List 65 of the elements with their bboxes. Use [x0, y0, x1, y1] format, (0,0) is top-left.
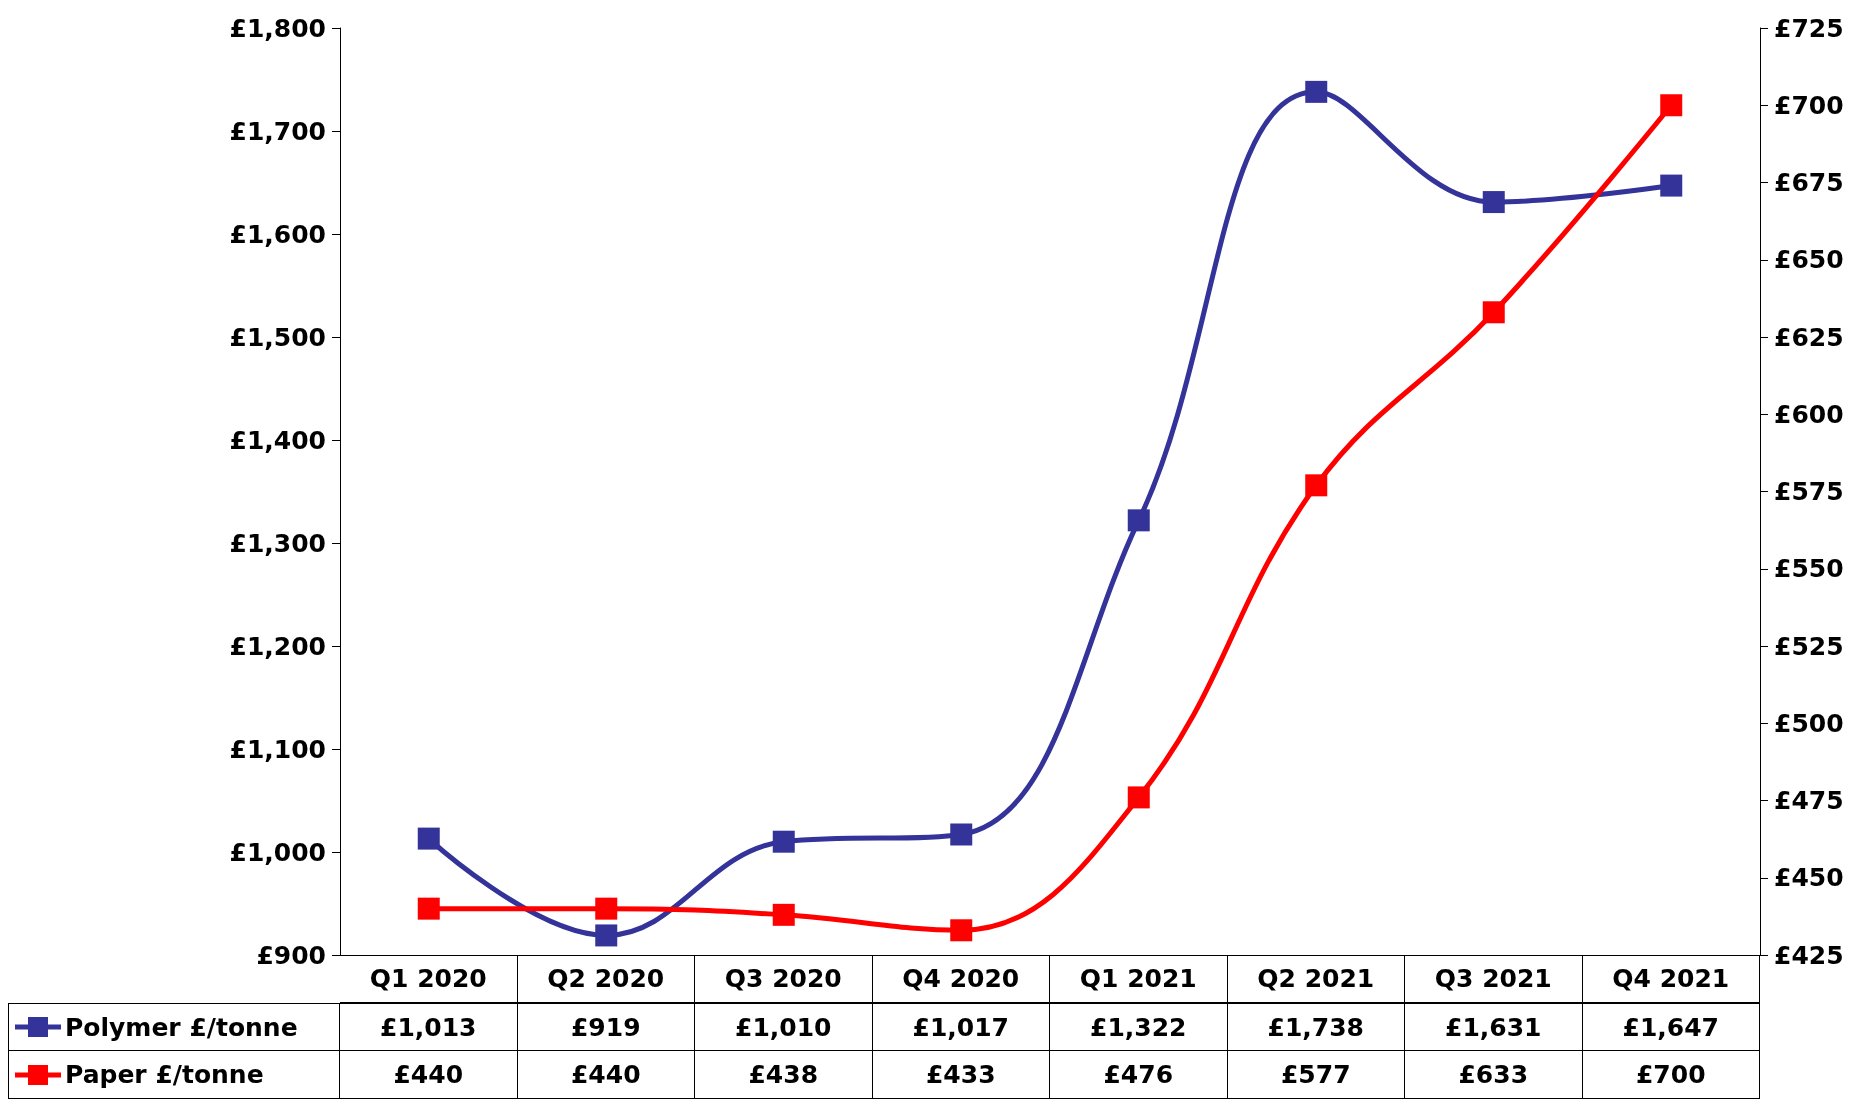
point [595, 897, 618, 920]
y2-tick-label: £700 [1774, 90, 1844, 120]
y2-tick-label: £500 [1774, 708, 1844, 738]
x-tick-label: Q4 2021 [1582, 955, 1760, 1003]
point [1482, 191, 1505, 214]
y2-tick-label: £725 [1774, 13, 1844, 43]
y2-tick-label: £475 [1774, 786, 1844, 815]
x-tick-label: Q1 2021 [1050, 955, 1228, 1003]
x-tick-label: Q1 2020 [340, 955, 518, 1003]
y2-tick-label: £625 [1774, 322, 1844, 352]
y-tick-label: £1,700 [229, 116, 326, 146]
y-tick-label: £1,400 [229, 425, 326, 455]
y2-tick-label: £550 [1774, 554, 1844, 584]
data-label: £919 [517, 1003, 695, 1051]
data-label: £1,013 [340, 1003, 518, 1051]
point [1482, 301, 1505, 324]
y-tick-label: £1,800 [229, 13, 326, 43]
point [1305, 80, 1328, 103]
legend-label: Polymer £/tonne [65, 1012, 298, 1042]
legend-label: Paper £/tonne [65, 1060, 264, 1089]
y2-tick-label: £425 [1774, 940, 1844, 970]
y2-tick-label: £525 [1774, 631, 1844, 661]
point [1127, 786, 1150, 809]
y-tick-label: £1,000 [229, 837, 326, 867]
point [1660, 174, 1683, 197]
y-tick-label: £1,100 [229, 734, 326, 764]
y2-tick-label: £575 [1774, 477, 1844, 506]
data-label: £440 [517, 1051, 695, 1099]
point [950, 919, 973, 942]
y-tick-label: £1,200 [229, 631, 326, 661]
data-label: £438 [695, 1051, 873, 1099]
y-tick-label: £900 [256, 940, 326, 970]
data-label: £577 [1227, 1051, 1405, 1099]
point [950, 823, 973, 846]
point [1305, 474, 1328, 497]
point [417, 827, 440, 850]
data-label: £1,738 [1227, 1003, 1405, 1051]
point [1660, 94, 1683, 117]
data-label: £476 [1050, 1051, 1228, 1099]
point [1127, 509, 1150, 532]
y2-tick-label: £600 [1774, 399, 1844, 429]
data-label: £440 [340, 1051, 518, 1099]
x-tick-label: Q2 2021 [1227, 955, 1405, 1003]
data-label: £433 [872, 1051, 1050, 1099]
data-label: £1,631 [1405, 1003, 1583, 1051]
y-tick-label: £1,600 [229, 219, 326, 249]
x-tick-label: Q2 2020 [517, 955, 695, 1003]
y2-tick-label: £650 [1774, 245, 1844, 275]
x-tick-label: Q3 2021 [1405, 955, 1583, 1003]
data-label: £700 [1582, 1051, 1760, 1099]
data-label: £1,647 [1582, 1003, 1760, 1051]
data-label: £1,017 [872, 1003, 1050, 1051]
y-tick-label: £1,300 [229, 528, 326, 558]
x-tick-label: Q3 2020 [695, 955, 873, 1003]
y-tick-label: £1,500 [229, 322, 326, 352]
point [595, 924, 618, 947]
point [772, 903, 795, 926]
data-label: £1,322 [1050, 1003, 1228, 1051]
data-label: £633 [1405, 1051, 1583, 1099]
point [772, 830, 795, 853]
y2-tick-label: £675 [1774, 168, 1844, 197]
y2-tick-label: £450 [1774, 863, 1844, 893]
data-label: £1,010 [695, 1003, 873, 1051]
point [417, 897, 440, 920]
x-tick-label: Q4 2020 [872, 955, 1050, 1003]
